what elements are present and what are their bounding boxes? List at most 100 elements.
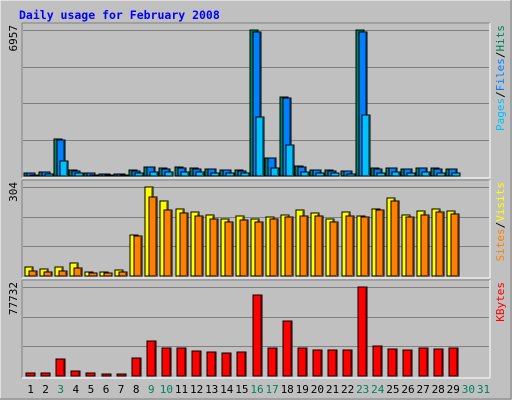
bar-shade-sites-day-26 [412, 218, 414, 276]
legend-entry: / [494, 222, 507, 229]
bar-shade-kbytes-day-8 [139, 359, 141, 376]
bar-shade-sites-day-29 [457, 215, 459, 276]
legend-entry: KBytes [494, 282, 507, 322]
bar-shade-kbytes-day-27 [426, 349, 428, 376]
bar-sites-day-23 [360, 216, 370, 277]
bar-kbytes-day-29 [448, 347, 459, 377]
x-tick-label-day-13: 13 [205, 383, 218, 396]
bar-kbytes-day-27 [418, 347, 429, 377]
bar-kbytes-day-14 [221, 352, 232, 377]
bar-pages-day-2 [44, 173, 54, 177]
x-axis-labels: 1 2 3 4 5 6 7 8 9 10 11 12 13 14 15 16 17 18 19 20 21 22 23 24 2… [27, 383, 490, 396]
bar-shade-sites-day-25 [397, 202, 399, 276]
bar-kbytes-day-28 [433, 348, 444, 377]
x-tick-label-day-7: 7 [118, 383, 125, 396]
bar-kbytes-day-16 [252, 294, 263, 377]
x-tick-label-day-30: 30 [462, 383, 475, 396]
bar-kbytes-day-23 [357, 286, 368, 377]
x-tick-label-day-29: 29 [447, 383, 460, 396]
bar-shade-kbytes-day-15 [244, 353, 246, 376]
bar-pages-day-12 [195, 171, 205, 177]
bar-kbytes-day-10 [161, 347, 172, 377]
bar-pages-day-15 [240, 172, 250, 177]
bar-shade-sites-day-21 [336, 223, 338, 276]
panel-bars [24, 186, 460, 277]
bar-shade-kbytes-day-23 [365, 288, 367, 376]
x-tick-label-day-1: 1 [27, 383, 34, 396]
bar-shade-kbytes-day-10 [169, 349, 171, 376]
bar-kbytes-day-7 [116, 373, 127, 377]
x-tick-label-day-10: 10 [160, 383, 173, 396]
bar-sites-day-13 [209, 218, 219, 277]
bar-kbytes-day-13 [206, 351, 217, 377]
bar-shade-sites-day-18 [291, 218, 293, 276]
bar-shade-pages-day-3 [66, 162, 68, 176]
bar-shade-sites-day-7 [125, 273, 127, 276]
bar-kbytes-day-26 [402, 349, 413, 377]
bar-shade-pages-day-23 [368, 116, 370, 176]
bar-kbytes-day-11 [176, 347, 187, 377]
legend-entry: / [494, 91, 507, 98]
legend-entry: Sites [494, 228, 507, 261]
chart-title: Daily usage for February 2008 [19, 8, 220, 22]
bar-sites-day-17 [269, 218, 279, 277]
bar-pages-day-8 [134, 172, 144, 177]
bar-shade-kbytes-day-21 [335, 351, 337, 376]
bar-shade-pages-day-27 [428, 173, 430, 176]
legend-entry: Visits [494, 182, 507, 222]
legend-entry: Pages [494, 98, 507, 131]
bar-sites-day-21 [329, 221, 339, 277]
bar-sites-day-19 [299, 215, 309, 277]
bar-shade-kbytes-day-13 [214, 353, 216, 376]
bar-kbytes-day-5 [85, 372, 96, 377]
x-tick-label-day-4: 4 [72, 383, 79, 396]
x-tick-label-day-6: 6 [103, 383, 110, 396]
x-tick-label-day-27: 27 [416, 383, 429, 396]
x-tick-label-day-14: 14 [220, 383, 234, 396]
x-tick-label-day-24: 24 [371, 383, 385, 396]
bar-pages-day-17 [270, 167, 280, 177]
x-tick-label-day-23: 23 [356, 383, 369, 396]
bar-shade-kbytes-day-17 [275, 349, 277, 376]
x-tick-label-day-16: 16 [250, 383, 263, 396]
bar-pages-day-24 [376, 172, 386, 177]
bar-sites-day-2 [43, 271, 53, 277]
panel-bars [25, 286, 459, 377]
bar-shade-pages-day-17 [277, 169, 279, 176]
bar-shade-sites-day-17 [276, 220, 278, 276]
x-tick-label-day-9: 9 [148, 383, 155, 396]
bar-pages-day-21 [330, 172, 340, 177]
bar-kbytes-day-18 [282, 320, 293, 377]
x-tick-label-day-31: 31 [477, 383, 490, 396]
bar-pages-day-16 [255, 116, 265, 177]
bar-pages-day-1 [29, 174, 39, 177]
bar-pages-day-9 [149, 171, 159, 177]
bar-kbytes-day-15 [236, 351, 247, 377]
panel-max-label: 77732 [7, 282, 20, 315]
bar-kbytes-day-25 [387, 348, 398, 377]
x-tick-label-day-3: 3 [57, 383, 64, 396]
x-tick-label-day-25: 25 [386, 383, 399, 396]
bar-sites-day-25 [390, 200, 400, 277]
bar-kbytes-day-6 [101, 373, 112, 377]
bar-sites-day-22 [345, 215, 355, 277]
bar-kbytes-day-20 [312, 349, 323, 377]
bar-sites-day-18 [284, 216, 294, 277]
bar-pages-day-22 [346, 173, 356, 177]
bar-shade-sites-day-14 [231, 223, 233, 276]
bar-sites-day-24 [375, 209, 385, 277]
bar-pages-day-6 [104, 174, 114, 177]
bar-shade-kbytes-day-19 [305, 349, 307, 376]
x-tick-label-day-22: 22 [341, 383, 354, 396]
panel-bars [23, 29, 461, 177]
bar-shade-kbytes-day-16 [260, 296, 262, 376]
bar-sites-day-9 [148, 196, 158, 277]
panel-legend: KBytes [494, 282, 507, 322]
chart-panels: 6957Pages/Files/Hits304Sites/Visits77732… [7, 22, 507, 379]
bar-sites-day-16 [254, 221, 264, 277]
bar-pages-day-19 [300, 171, 310, 177]
bar-kbytes-day-8 [131, 357, 142, 377]
legend-entry: Files [494, 58, 507, 91]
panel-legend: Sites/Visits [494, 182, 507, 262]
bar-kbytes-day-17 [267, 347, 278, 377]
